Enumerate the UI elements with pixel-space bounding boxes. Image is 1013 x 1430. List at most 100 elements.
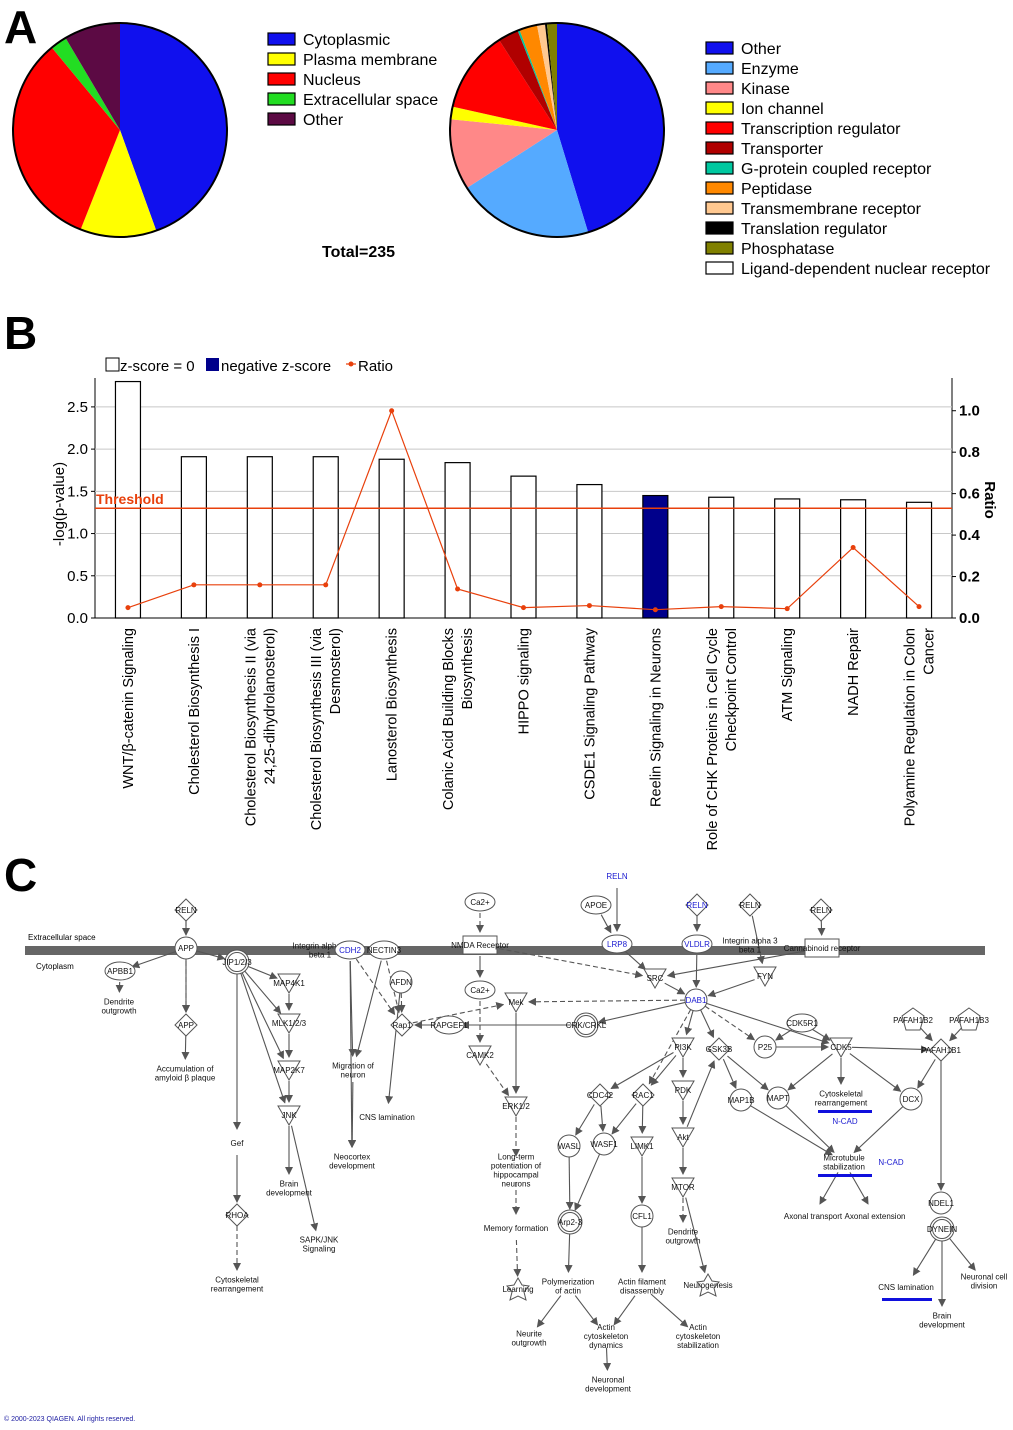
copyright-notice: © 2000-2023 QIAGEN. All rights reserved. xyxy=(4,1416,136,1423)
legend-swatch-kinase xyxy=(705,81,734,95)
node-shape xyxy=(506,1276,530,1301)
node-cdc42: CDC42 xyxy=(587,1083,614,1107)
node-label-line: division xyxy=(971,1282,998,1291)
y2-tick-label: 0.0 xyxy=(959,610,980,627)
node-shape xyxy=(464,892,496,912)
node-label: MAP2K7 xyxy=(273,1066,305,1075)
node-shape-inner xyxy=(932,1219,952,1239)
bar-9 xyxy=(708,496,735,619)
category-label-10: ATM Signaling xyxy=(780,628,796,721)
category-label-line: Biosynthesis xyxy=(460,628,476,709)
node-label-line: Long-term xyxy=(498,1153,535,1162)
node-migneuron: Migration of neuron xyxy=(332,1062,375,1080)
edge-microstab-axext xyxy=(849,1172,869,1205)
node-shape xyxy=(504,1096,528,1117)
node-label-line: WASF1 xyxy=(590,1140,618,1149)
node-label-line: APP xyxy=(178,1021,194,1030)
category-label-line: HIPPO signaling xyxy=(517,628,533,734)
node-shape xyxy=(804,938,840,958)
node-label-line: Dendrite xyxy=(104,998,135,1007)
node-label: VLDLR xyxy=(684,940,710,949)
pie-slice-transmembrane-receptor xyxy=(536,23,557,130)
ncad-bar-2 xyxy=(818,1174,872,1177)
y-tick-label: 0.5 xyxy=(67,568,88,585)
node-label-line: LIMK1 xyxy=(630,1142,654,1151)
node-shape xyxy=(809,898,833,922)
category-label-line: Checkpoint Control xyxy=(724,628,740,751)
node-shape xyxy=(901,1007,925,1031)
node-label: Learning xyxy=(502,1285,533,1294)
edge-cdk5r1-p25 xyxy=(775,1028,794,1041)
edge-cdk5-pafah1b1 xyxy=(851,1045,930,1054)
legend-label-peptidase: Peptidase xyxy=(741,181,812,198)
node-label: Polymerization of actin xyxy=(542,1278,594,1296)
node-p25: P25 xyxy=(753,1035,777,1059)
pie-slice-ion-channel xyxy=(450,106,557,130)
node-label: PAFAH1B3 xyxy=(949,1016,989,1025)
pie-slice-transcription-regulator xyxy=(452,40,557,130)
edge-cdk5-dcx xyxy=(849,1053,902,1092)
node-label-line: Arp2-3 xyxy=(558,1218,583,1227)
edge-dynein-neurdiv xyxy=(948,1237,976,1271)
category-label-line: Polyamine Regulation in Colon xyxy=(903,628,919,826)
edge-pafah1b2-pafah1b1 xyxy=(920,1027,933,1042)
ratio-point-6 xyxy=(521,605,526,611)
node-label: CFL1 xyxy=(632,1212,652,1221)
node-label: RELN xyxy=(810,906,832,915)
edge-polyactin-neurite xyxy=(536,1295,562,1328)
node-label-line: outgrowth xyxy=(511,1339,546,1348)
node-label-line: Ca2+ xyxy=(470,986,490,995)
bar-11 xyxy=(840,499,867,619)
node-label-line: Brain xyxy=(933,1312,952,1321)
network-edges xyxy=(115,888,976,1372)
node-label-line: MLK1/2/3 xyxy=(272,1019,307,1028)
node-label-line: Cytoskeletal xyxy=(819,1090,863,1099)
ratio-point-9 xyxy=(718,604,724,610)
edge-mtor-neurogen xyxy=(685,1197,707,1274)
node-pafah1b1: PAFAH1B1 xyxy=(921,1038,961,1062)
legend-swatch-translation-regulator xyxy=(705,221,734,235)
node-shape xyxy=(684,988,708,1012)
node-app2: APP xyxy=(174,1013,198,1037)
node-label: NECTIN3 xyxy=(367,946,402,955)
node-label-line: outgrowth xyxy=(665,1237,700,1246)
node-label: Rap1 xyxy=(392,1021,412,1030)
node-cnslam2: CNS lamination xyxy=(878,1283,934,1292)
node-label: APOE xyxy=(585,901,607,910)
node-pafah1b3: PAFAH1B3 xyxy=(949,1007,989,1031)
node-apbb1: APBB1 xyxy=(104,961,136,981)
node-dynein: DYNEIN xyxy=(927,1216,957,1242)
y-axis-label: -log(p-value) xyxy=(51,462,68,546)
bar-0 xyxy=(114,380,142,619)
node-label: CRK/CRKL xyxy=(566,1021,607,1030)
node-label-line: WASL xyxy=(558,1142,581,1151)
category-label-line: WNT/β-catenin Signaling xyxy=(121,628,137,789)
edge-src-dab1 xyxy=(664,982,686,995)
node-label-line: PAFAH1B3 xyxy=(949,1016,989,1025)
edge-mapt-microstab xyxy=(785,1105,835,1153)
node-shape xyxy=(696,1272,720,1297)
category-label-2: Cholesterol Biosynthesis II (via 24,25-di… xyxy=(243,627,278,826)
bar-4 xyxy=(378,458,405,619)
node-memory: Memory formation xyxy=(484,1224,548,1233)
category-label-line: Lanosterol Biosynthesis xyxy=(385,628,401,781)
pie-slice-plasma-membrane xyxy=(80,130,157,237)
node-label-line: CNS lamination xyxy=(359,1113,415,1122)
node-jip: JIP1/2/3 xyxy=(222,949,252,975)
node-neocortex: Neocortex development xyxy=(329,1153,376,1171)
legend-swatch-plasma-membrane xyxy=(267,52,296,66)
node-label: FYN xyxy=(757,972,773,981)
pie-chart-molecule-type: Other Enzyme Kinase Ion channel Transcriptio… xyxy=(449,22,991,278)
node-label: WASL xyxy=(558,1142,581,1151)
node-wasf1: WASF1 xyxy=(590,1132,618,1156)
node-rac1: RAC1 xyxy=(631,1083,655,1107)
node-label-line: PAFAH1B2 xyxy=(893,1016,933,1025)
node-integrin2: Integrin alpha 3 beta 1 xyxy=(722,937,778,955)
category-label-4: Lanosterol Biosynthesis xyxy=(385,628,401,781)
node-shape xyxy=(580,895,612,915)
node-label: Neuronal cell division xyxy=(961,1273,1008,1291)
node-label: MAP1B xyxy=(727,1096,754,1105)
node-dendout2: Dendrite outgrowth xyxy=(665,1228,700,1246)
node-shape xyxy=(601,934,633,954)
